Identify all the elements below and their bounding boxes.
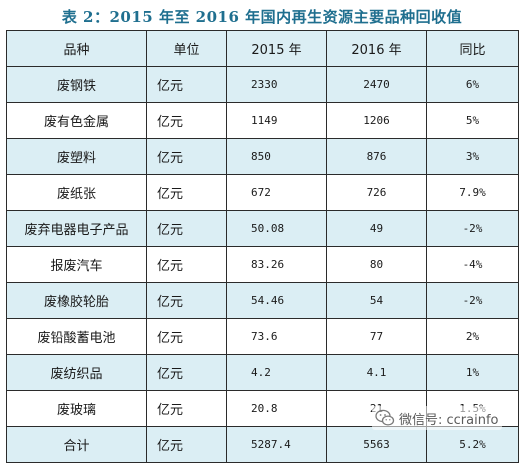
cell-yoy: 3% [426, 138, 519, 175]
cell-2015: 54.46 [226, 282, 327, 319]
header-2016: 2016 年 [326, 30, 427, 67]
table-row: 报废汽车 亿元 83.26 80 -4% [6, 246, 519, 283]
header-2015: 2015 年 [226, 30, 327, 67]
cell-category: 废塑料 [6, 138, 147, 175]
watermark-text: 微信号: ccrainfo [399, 412, 499, 428]
cell-category: 废纺织品 [6, 354, 147, 391]
cell-category: 废弃电器电子产品 [6, 210, 147, 247]
cell-category: 废钢铁 [6, 66, 147, 103]
table-title: 表 2：2015 年至 2016 年国内再生资源主要品种回收值 [61, 8, 463, 26]
cell-unit: 亿元 [146, 66, 227, 103]
cell-yoy: 1% [426, 354, 519, 391]
wechat-watermark: 微信号: ccrainfo [372, 406, 502, 430]
table-row: 废橡胶轮胎 亿元 54.46 54 -2% [6, 282, 519, 319]
table-row: 废弃电器电子产品 亿元 50.08 49 -2% [6, 210, 519, 247]
table-row: 废纸张 亿元 672 726 7.9% [6, 174, 519, 211]
cell-yoy: 2% [426, 318, 519, 355]
cell-2015: 20.8 [226, 390, 327, 427]
cell-2015: 50.08 [226, 210, 327, 247]
table-row: 废钢铁 亿元 2330 2470 6% [6, 66, 519, 103]
cell-2015: 2330 [226, 66, 327, 103]
cell-2016: 876 [326, 138, 427, 175]
cell-category: 废铅酸蓄电池 [6, 318, 147, 355]
cell-category: 报废汽车 [6, 246, 147, 283]
header-yoy: 同比 [426, 30, 519, 67]
cell-2015: 672 [226, 174, 327, 211]
header-unit: 单位 [146, 30, 227, 67]
table-row: 废铅酸蓄电池 亿元 73.6 77 2% [6, 318, 519, 355]
cell-unit: 亿元 [146, 210, 227, 247]
cell-2015: 73.6 [226, 318, 327, 355]
cell-2016: 54 [326, 282, 427, 319]
cell-2016: 2470 [326, 66, 427, 103]
cell-category: 废橡胶轮胎 [6, 282, 147, 319]
cell-yoy: 7.9% [426, 174, 519, 211]
cell-2015: 83.26 [226, 246, 327, 283]
cell-unit: 亿元 [146, 174, 227, 211]
cell-2016: 1206 [326, 102, 427, 139]
table-row: 废有色金属 亿元 1149 1206 5% [6, 102, 519, 139]
cell-category: 废有色金属 [6, 102, 147, 139]
cell-unit: 亿元 [146, 282, 227, 319]
cell-2016: 80 [326, 246, 427, 283]
cell-unit: 亿元 [146, 138, 227, 175]
cell-2015: 4.2 [226, 354, 327, 391]
cell-unit: 亿元 [146, 390, 227, 427]
table-row: 废塑料 亿元 850 876 3% [6, 138, 519, 175]
cell-yoy: 5% [426, 102, 519, 139]
cell-2016: 726 [326, 174, 427, 211]
cell-2016: 77 [326, 318, 427, 355]
cell-2015: 1149 [226, 102, 327, 139]
cell-category: 废玻璃 [6, 390, 147, 427]
header-category: 品种 [6, 30, 147, 67]
recycling-value-table: 品种 单位 2015 年 2016 年 同比 废钢铁 亿元 2330 2470 6% 废有… [6, 30, 519, 463]
cell-yoy: -2% [426, 210, 519, 247]
cell-2015: 850 [226, 138, 327, 175]
cell-category: 废纸张 [6, 174, 147, 211]
cell-unit: 亿元 [146, 318, 227, 355]
header-row: 品种 单位 2015 年 2016 年 同比 [6, 30, 519, 67]
cell-unit: 亿元 [146, 246, 227, 283]
cell-2016: 4.1 [326, 354, 427, 391]
cell-yoy: -4% [426, 246, 519, 283]
wechat-icon [375, 409, 395, 426]
cell-unit: 亿元 [146, 354, 227, 391]
table-row: 废纺织品 亿元 4.2 4.1 1% [6, 354, 519, 391]
cell-yoy: 6% [426, 66, 519, 103]
cell-unit: 亿元 [146, 102, 227, 139]
cell-yoy: -2% [426, 282, 519, 319]
cell-2016: 49 [326, 210, 427, 247]
